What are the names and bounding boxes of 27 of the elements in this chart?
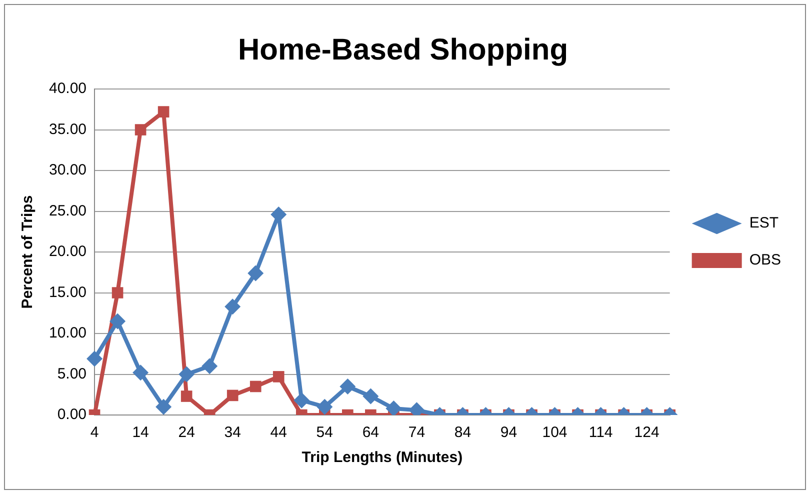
x-tick-label: 44 bbox=[270, 424, 287, 442]
x-tick-label: 4 bbox=[90, 424, 99, 442]
y-tick-label: 0.00 bbox=[57, 406, 87, 424]
x-tick-label: 14 bbox=[132, 424, 149, 442]
y-tick-label: 25.00 bbox=[48, 202, 87, 220]
x-tick-label: 74 bbox=[408, 424, 426, 442]
chart-title: Home-Based Shopping bbox=[238, 33, 568, 66]
y-tick-label: 30.00 bbox=[48, 162, 87, 179]
x-tick-label: 54 bbox=[316, 424, 333, 442]
y-tick-label: 15.00 bbox=[48, 284, 87, 301]
x-tick-label: 24 bbox=[178, 424, 195, 442]
x-axis-title: Trip Lengths (Minutes) bbox=[302, 449, 463, 466]
y-axis-title: Percent of Trips bbox=[19, 195, 36, 309]
x-tick-label: 34 bbox=[224, 424, 241, 442]
legend-label: EST bbox=[749, 214, 779, 232]
y-tick-label: 20.00 bbox=[48, 243, 87, 260]
x-tick-label: 94 bbox=[500, 424, 518, 442]
legend-label: OBS bbox=[749, 252, 782, 269]
x-tick-label: 124 bbox=[634, 424, 660, 442]
x-tick-label: 104 bbox=[542, 424, 568, 442]
x-tick-label: 64 bbox=[362, 424, 380, 442]
y-tick-label: 35.00 bbox=[48, 120, 87, 138]
y-tick-label: 10.00 bbox=[48, 324, 87, 342]
y-tick-label: 5.00 bbox=[57, 365, 87, 382]
x-tick-label: 114 bbox=[588, 424, 613, 442]
x-tick-label: 84 bbox=[454, 424, 472, 442]
y-tick-label: 40.00 bbox=[48, 80, 87, 98]
